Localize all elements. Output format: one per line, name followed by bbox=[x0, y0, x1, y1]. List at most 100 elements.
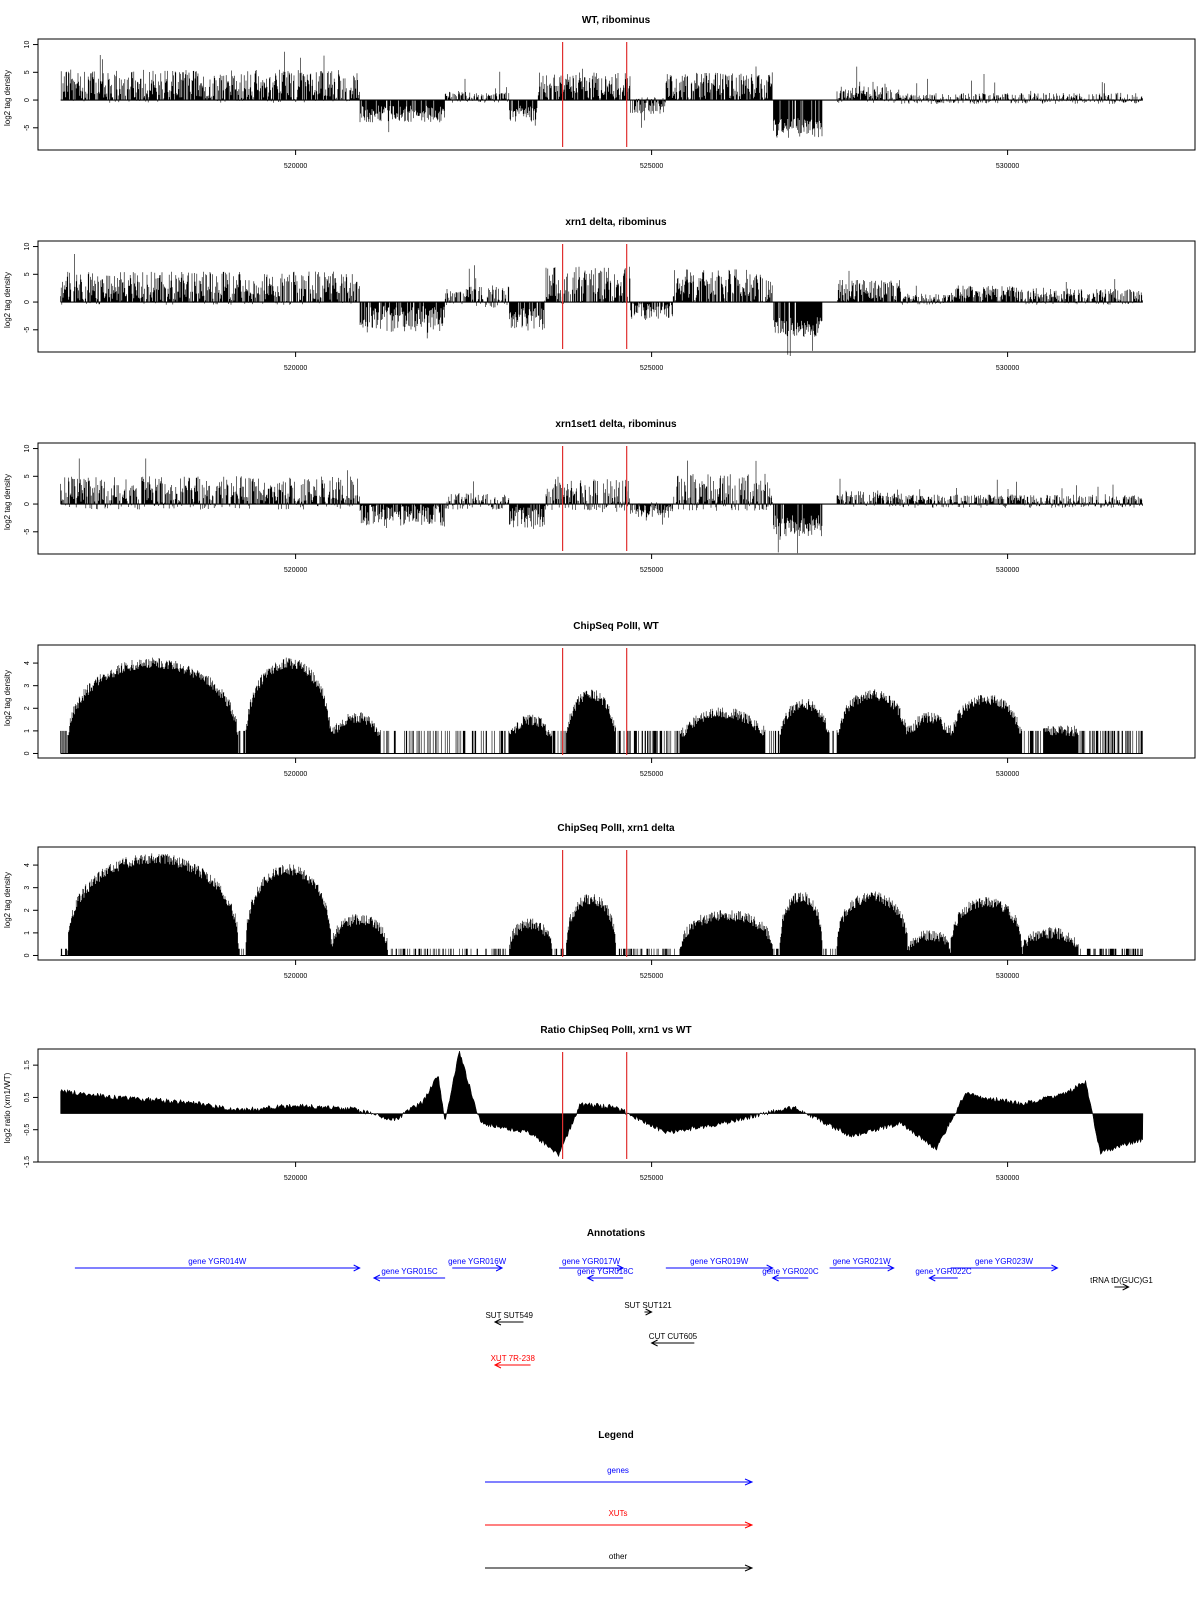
legend-label: XUTs bbox=[608, 1509, 627, 1518]
panel-5-ylabel: log2 tag density bbox=[3, 872, 12, 928]
feature-label: gene YGR014W bbox=[188, 1257, 247, 1266]
x-tick-label: 520000 bbox=[284, 1175, 307, 1182]
feature-label: gene YGR015C bbox=[381, 1267, 438, 1276]
y-tick-label: 0.5 bbox=[24, 1092, 31, 1102]
feature-label: gene YGR023W bbox=[975, 1257, 1034, 1266]
legend-items: genes XUTs other bbox=[485, 1466, 754, 1572]
feature-label: CUT CUT605 bbox=[649, 1332, 698, 1341]
track-panel-5: ChipSeq PolII, xrn1 delta log2 tag densi… bbox=[3, 823, 1196, 980]
panel-4-ylabel: log2 tag density bbox=[3, 670, 12, 726]
feature-arrowhead bbox=[616, 1264, 625, 1272]
feature-label: gene YGR021W bbox=[833, 1257, 892, 1266]
data-layer bbox=[60, 42, 1143, 147]
y-tick-label: 1 bbox=[24, 931, 31, 935]
feature-arrowhead bbox=[495, 1264, 504, 1272]
y-tick-label: 4 bbox=[24, 661, 31, 665]
x-axis: 520000 525000 530000 bbox=[284, 960, 1019, 980]
track-panel-3: xrn1set1 delta, ribominus log2 tag densi… bbox=[3, 419, 1196, 574]
y-tick-label: 1 bbox=[24, 729, 31, 733]
panel-6-plot: -1.5 -0.5 0.5 1.5 520000 525000 530000 bbox=[24, 1048, 1196, 1182]
y-tick-label: 5 bbox=[24, 272, 31, 276]
panel-1-title: WT, ribominus bbox=[582, 15, 651, 26]
legend-arrowhead bbox=[744, 1478, 754, 1486]
panel-6-ylabel: log2 ratio (xrn1/WT) bbox=[3, 1072, 12, 1143]
plot-frame bbox=[37, 846, 1196, 961]
y-axis: -5 0 5 10 bbox=[24, 41, 38, 131]
panel-3-plot: -5 0 5 10 520000 525000 530000 bbox=[24, 442, 1196, 574]
panel-3-title: xrn1set1 delta, ribominus bbox=[555, 419, 677, 430]
y-axis: 0 1 2 3 4 bbox=[24, 863, 38, 957]
plot-frame bbox=[37, 240, 1196, 353]
y-tick-label: 5 bbox=[24, 70, 31, 74]
feature-label: SUT SUT549 bbox=[485, 1311, 533, 1320]
feature-arrowhead bbox=[1122, 1283, 1130, 1291]
signal-bars bbox=[60, 458, 1143, 554]
x-tick-label: 530000 bbox=[996, 771, 1019, 778]
y-tick-label: 0 bbox=[24, 300, 31, 304]
legend-item: other bbox=[485, 1552, 754, 1572]
panel-3-ylabel: log2 tag density bbox=[3, 474, 12, 530]
data-layer bbox=[60, 850, 1143, 957]
y-tick-label: 2 bbox=[24, 908, 31, 912]
annotation-feature: gene YGR017W bbox=[559, 1257, 625, 1272]
feature-label: gene YGR019W bbox=[690, 1257, 749, 1266]
feature-arrowhead bbox=[887, 1264, 895, 1272]
x-axis: 520000 525000 530000 bbox=[284, 1162, 1019, 1182]
y-tick-label: 1.5 bbox=[24, 1060, 31, 1070]
feature-arrowhead bbox=[645, 1308, 653, 1316]
feature-label: gene YGR017W bbox=[562, 1257, 621, 1266]
x-tick-label: 520000 bbox=[284, 567, 307, 574]
feature-label: SUT SUT121 bbox=[624, 1301, 672, 1310]
signal-bars bbox=[60, 853, 1143, 956]
annotation-feature: gene YGR021W bbox=[829, 1257, 895, 1272]
y-tick-label: -5 bbox=[24, 529, 31, 535]
feature-label: tRNA tD(GUC)G1 bbox=[1090, 1276, 1153, 1285]
x-axis: 520000 525000 530000 bbox=[284, 758, 1019, 778]
annotation-feature: gene YGR022C bbox=[915, 1267, 972, 1282]
panel-2-ylabel: log2 tag density bbox=[3, 272, 12, 328]
y-tick-label: -5 bbox=[24, 327, 31, 333]
x-tick-label: 525000 bbox=[640, 365, 663, 372]
signal-bars bbox=[60, 657, 1143, 754]
plot-frame bbox=[37, 1048, 1196, 1163]
track-panel-2: xrn1 delta, ribominus log2 tag density -… bbox=[3, 217, 1196, 372]
feature-arrowhead bbox=[928, 1274, 936, 1282]
y-tick-label: 0 bbox=[24, 751, 31, 755]
y-tick-label: 0 bbox=[24, 953, 31, 957]
data-layer bbox=[60, 648, 1143, 755]
annotation-feature: SUT SUT549 bbox=[485, 1311, 533, 1326]
feature-label: gene YGR022C bbox=[915, 1267, 972, 1276]
feature-arrowhead bbox=[372, 1274, 381, 1282]
track-panel-6: Ratio ChipSeq PolII, xrn1 vs WT log2 rat… bbox=[3, 1025, 1196, 1182]
plot-frame bbox=[37, 442, 1196, 555]
y-tick-label: 5 bbox=[24, 474, 31, 478]
legend-arrowhead bbox=[744, 1521, 754, 1529]
annotation-feature: SUT SUT121 bbox=[624, 1301, 672, 1316]
feature-arrowhead bbox=[493, 1318, 502, 1326]
feature-arrowhead bbox=[650, 1339, 658, 1347]
data-layer bbox=[60, 1050, 1144, 1159]
x-tick-label: 525000 bbox=[640, 973, 663, 980]
x-tick-label: 525000 bbox=[640, 1175, 663, 1182]
panel-4-title: ChipSeq PolII, WT bbox=[573, 621, 659, 632]
feature-arrowhead bbox=[493, 1361, 502, 1369]
annotation-features: gene YGR014W gene YGR015C gene YGR016W gene… bbox=[74, 1257, 1153, 1369]
legend-arrowhead bbox=[744, 1564, 754, 1572]
ratio-area bbox=[60, 1050, 1144, 1158]
data-layer bbox=[60, 244, 1143, 356]
panel-4-plot: 0 1 2 3 4 520000 525000 530000 bbox=[24, 644, 1196, 778]
y-axis: -5 0 5 10 bbox=[24, 445, 38, 535]
feature-arrowhead bbox=[586, 1274, 594, 1282]
y-tick-label: -5 bbox=[24, 125, 31, 131]
panel-2-title: xrn1 delta, ribominus bbox=[565, 217, 667, 228]
y-tick-label: 3 bbox=[24, 886, 31, 890]
feature-arrowhead bbox=[771, 1274, 779, 1282]
y-tick-label: 4 bbox=[24, 863, 31, 867]
x-tick-label: 520000 bbox=[284, 365, 307, 372]
x-tick-label: 530000 bbox=[996, 973, 1019, 980]
track-panel-4: ChipSeq PolII, WT log2 tag density 0 1 2 3 4… bbox=[3, 621, 1196, 778]
y-tick-label: -1.5 bbox=[24, 1156, 31, 1168]
legend-panel: Legend genes XUTs other bbox=[485, 1430, 754, 1572]
